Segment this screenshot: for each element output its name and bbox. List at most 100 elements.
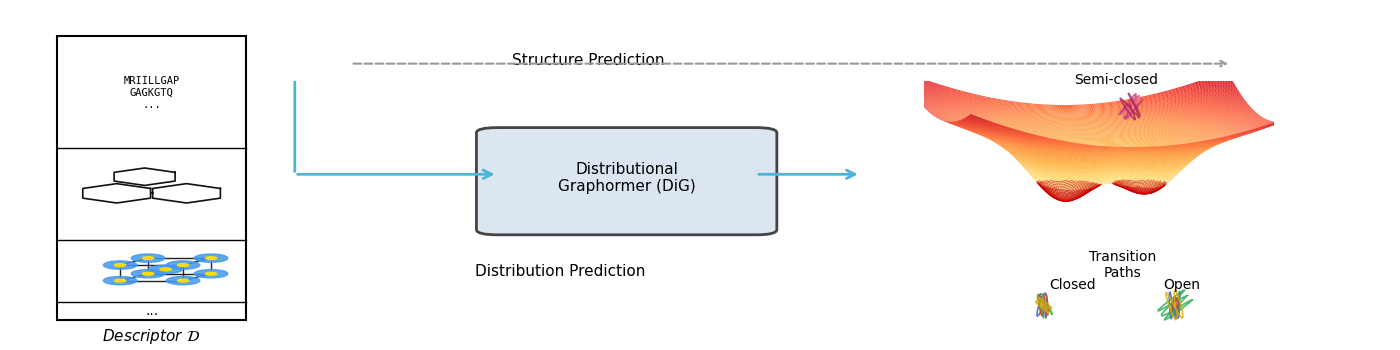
Polygon shape bbox=[1235, 130, 1238, 131]
Polygon shape bbox=[1110, 118, 1113, 119]
Polygon shape bbox=[1047, 174, 1050, 177]
Polygon shape bbox=[1246, 104, 1247, 105]
Polygon shape bbox=[1044, 185, 1047, 188]
Polygon shape bbox=[1093, 185, 1095, 187]
Polygon shape bbox=[1163, 123, 1166, 124]
Polygon shape bbox=[1081, 110, 1084, 111]
Polygon shape bbox=[1011, 129, 1014, 130]
Polygon shape bbox=[1200, 137, 1203, 139]
Polygon shape bbox=[1142, 156, 1144, 159]
Polygon shape bbox=[1173, 95, 1176, 96]
Polygon shape bbox=[928, 98, 931, 99]
Polygon shape bbox=[1085, 186, 1088, 188]
Polygon shape bbox=[1221, 133, 1224, 134]
Polygon shape bbox=[948, 116, 951, 117]
Polygon shape bbox=[1226, 74, 1229, 76]
Polygon shape bbox=[1191, 150, 1194, 152]
Polygon shape bbox=[1173, 163, 1176, 164]
Polygon shape bbox=[1091, 189, 1093, 191]
Polygon shape bbox=[1007, 116, 1009, 117]
Polygon shape bbox=[1243, 128, 1246, 129]
Polygon shape bbox=[1085, 156, 1088, 157]
Polygon shape bbox=[937, 111, 939, 112]
Polygon shape bbox=[1037, 146, 1040, 147]
Polygon shape bbox=[1123, 180, 1126, 182]
Polygon shape bbox=[924, 98, 927, 99]
Polygon shape bbox=[1224, 79, 1226, 80]
Polygon shape bbox=[938, 107, 941, 109]
Polygon shape bbox=[1145, 122, 1148, 123]
Polygon shape bbox=[1247, 131, 1249, 132]
Polygon shape bbox=[1205, 99, 1208, 100]
Polygon shape bbox=[1086, 157, 1089, 158]
Polygon shape bbox=[1036, 118, 1037, 119]
Polygon shape bbox=[1187, 93, 1190, 94]
Polygon shape bbox=[1005, 114, 1008, 116]
Polygon shape bbox=[1218, 112, 1221, 114]
Polygon shape bbox=[1243, 134, 1246, 135]
Polygon shape bbox=[1039, 183, 1042, 187]
Polygon shape bbox=[1112, 179, 1114, 180]
Polygon shape bbox=[1021, 152, 1023, 154]
Polygon shape bbox=[1119, 181, 1121, 182]
Polygon shape bbox=[1061, 186, 1064, 188]
Polygon shape bbox=[1128, 121, 1131, 122]
Polygon shape bbox=[1071, 152, 1074, 153]
Polygon shape bbox=[1205, 142, 1208, 143]
Polygon shape bbox=[1002, 133, 1005, 134]
Polygon shape bbox=[1099, 149, 1102, 150]
Polygon shape bbox=[1127, 189, 1130, 190]
Polygon shape bbox=[1177, 147, 1180, 148]
Polygon shape bbox=[1215, 144, 1218, 145]
Polygon shape bbox=[1142, 129, 1145, 130]
Polygon shape bbox=[1011, 154, 1014, 156]
Polygon shape bbox=[990, 120, 993, 122]
Polygon shape bbox=[1159, 169, 1162, 171]
Polygon shape bbox=[1173, 167, 1176, 169]
Polygon shape bbox=[928, 102, 931, 103]
Polygon shape bbox=[1165, 182, 1168, 184]
Polygon shape bbox=[1086, 176, 1089, 178]
Polygon shape bbox=[1096, 158, 1099, 160]
Polygon shape bbox=[1182, 166, 1184, 168]
Polygon shape bbox=[951, 98, 953, 99]
Polygon shape bbox=[1117, 115, 1120, 116]
Polygon shape bbox=[1084, 176, 1086, 178]
Polygon shape bbox=[1249, 132, 1252, 133]
Polygon shape bbox=[962, 127, 965, 128]
Polygon shape bbox=[1151, 108, 1154, 110]
Polygon shape bbox=[1198, 154, 1201, 155]
Polygon shape bbox=[994, 130, 997, 131]
Polygon shape bbox=[1047, 126, 1050, 127]
Polygon shape bbox=[1114, 122, 1117, 124]
Polygon shape bbox=[1135, 103, 1138, 104]
Polygon shape bbox=[1224, 132, 1226, 133]
Polygon shape bbox=[1198, 129, 1201, 131]
Polygon shape bbox=[1169, 106, 1172, 107]
Polygon shape bbox=[1172, 159, 1175, 160]
Polygon shape bbox=[1173, 151, 1176, 152]
Polygon shape bbox=[1163, 145, 1166, 147]
Polygon shape bbox=[1121, 139, 1124, 140]
Polygon shape bbox=[994, 140, 997, 142]
Polygon shape bbox=[1131, 140, 1134, 141]
Polygon shape bbox=[1029, 154, 1032, 157]
Polygon shape bbox=[1270, 121, 1273, 122]
Polygon shape bbox=[1226, 118, 1229, 119]
Polygon shape bbox=[1035, 143, 1037, 144]
Polygon shape bbox=[1002, 146, 1005, 148]
Polygon shape bbox=[1037, 152, 1040, 153]
Polygon shape bbox=[1084, 106, 1086, 107]
Polygon shape bbox=[1242, 118, 1245, 120]
Polygon shape bbox=[1133, 134, 1135, 135]
Polygon shape bbox=[1058, 161, 1061, 163]
Polygon shape bbox=[962, 108, 965, 110]
Polygon shape bbox=[1161, 187, 1163, 188]
Polygon shape bbox=[1229, 124, 1232, 125]
Polygon shape bbox=[1261, 125, 1264, 126]
Polygon shape bbox=[990, 138, 993, 140]
Polygon shape bbox=[988, 116, 991, 117]
Polygon shape bbox=[1229, 119, 1232, 120]
Polygon shape bbox=[1142, 121, 1145, 122]
Polygon shape bbox=[1250, 112, 1253, 113]
